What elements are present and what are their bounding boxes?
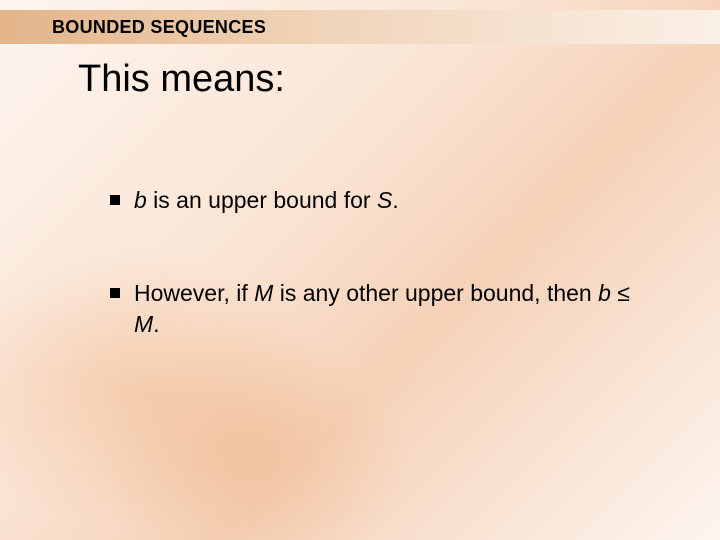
- bullet-list: b is an upper bound for S. However, if M …: [110, 185, 650, 402]
- bullet-marker: [110, 288, 120, 298]
- bullet-marker: [110, 195, 120, 205]
- header-bar: BOUNDED SEQUENCES: [0, 10, 720, 44]
- bullet-text: However, if M is any other upper bound, …: [134, 278, 650, 340]
- bullet-item: b is an upper bound for S.: [110, 185, 650, 216]
- slide-title: This means:: [78, 58, 285, 101]
- bullet-text: b is an upper bound for S.: [134, 185, 650, 216]
- header-title: BOUNDED SEQUENCES: [52, 17, 266, 38]
- bullet-item: However, if M is any other upper bound, …: [110, 278, 650, 340]
